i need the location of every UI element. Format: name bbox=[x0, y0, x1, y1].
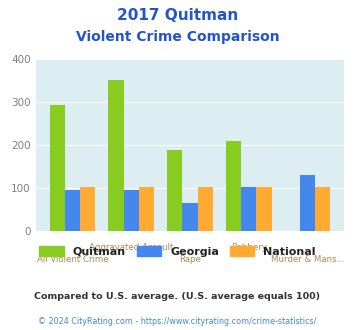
Text: 2017 Quitman: 2017 Quitman bbox=[117, 8, 238, 23]
Bar bbox=[300, 175, 315, 231]
Bar bbox=[256, 187, 272, 231]
Text: © 2024 CityRating.com - https://www.cityrating.com/crime-statistics/: © 2024 CityRating.com - https://www.city… bbox=[38, 317, 317, 326]
Text: Compared to U.S. average. (U.S. average equals 100): Compared to U.S. average. (U.S. average … bbox=[34, 292, 321, 301]
Text: Robbery: Robbery bbox=[231, 243, 267, 252]
Bar bbox=[182, 203, 198, 231]
Text: All Violent Crime: All Violent Crime bbox=[37, 255, 108, 264]
Bar bbox=[50, 105, 65, 231]
Bar bbox=[124, 190, 139, 231]
Bar bbox=[139, 187, 154, 231]
Text: Aggravated Assault: Aggravated Assault bbox=[89, 243, 173, 252]
Bar bbox=[241, 187, 256, 231]
Bar bbox=[65, 190, 80, 231]
Text: Murder & Mans...: Murder & Mans... bbox=[271, 255, 344, 264]
Legend: Quitman, Georgia, National: Quitman, Georgia, National bbox=[36, 242, 319, 260]
Bar bbox=[315, 187, 330, 231]
Text: Violent Crime Comparison: Violent Crime Comparison bbox=[76, 30, 279, 44]
Bar bbox=[167, 150, 182, 231]
Text: Rape: Rape bbox=[179, 255, 201, 264]
Bar bbox=[198, 187, 213, 231]
Bar bbox=[108, 80, 124, 231]
Bar bbox=[80, 187, 95, 231]
Bar bbox=[226, 141, 241, 231]
